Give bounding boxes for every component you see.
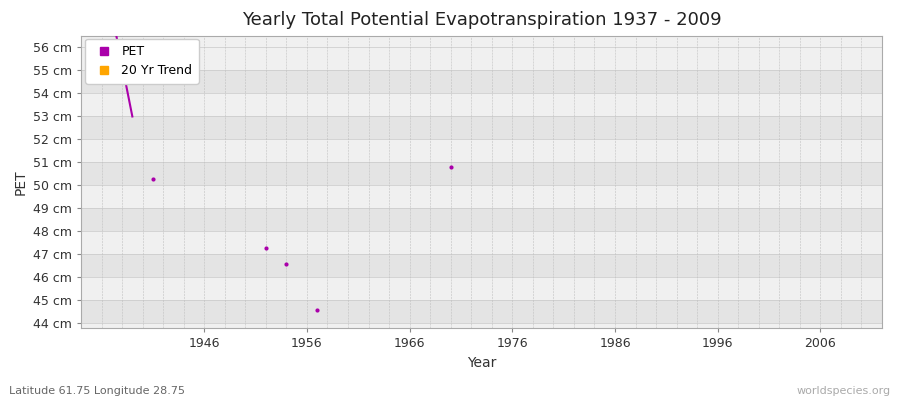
Point [279,260,293,267]
Bar [81,300,882,324]
Bar [81,254,882,278]
Bar [81,94,882,116]
Bar [81,186,882,208]
Point [310,306,324,313]
Bar [81,70,882,94]
Point [444,164,458,170]
Legend: PET, 20 Yr Trend: PET, 20 Yr Trend [85,39,199,84]
Text: Latitude 61.75 Longitude 28.75: Latitude 61.75 Longitude 28.75 [9,386,185,396]
Y-axis label: PET: PET [14,169,27,195]
Bar [81,278,882,300]
Bar [81,48,882,70]
Point [146,175,160,182]
Bar [81,162,882,186]
Title: Yearly Total Potential Evapotranspiration 1937 - 2009: Yearly Total Potential Evapotranspiratio… [242,11,721,29]
Bar [81,140,882,162]
Text: worldspecies.org: worldspecies.org [796,386,891,396]
Bar [81,116,882,140]
Point [258,244,273,251]
Bar [81,232,882,254]
Bar [81,208,882,232]
X-axis label: Year: Year [467,356,496,370]
